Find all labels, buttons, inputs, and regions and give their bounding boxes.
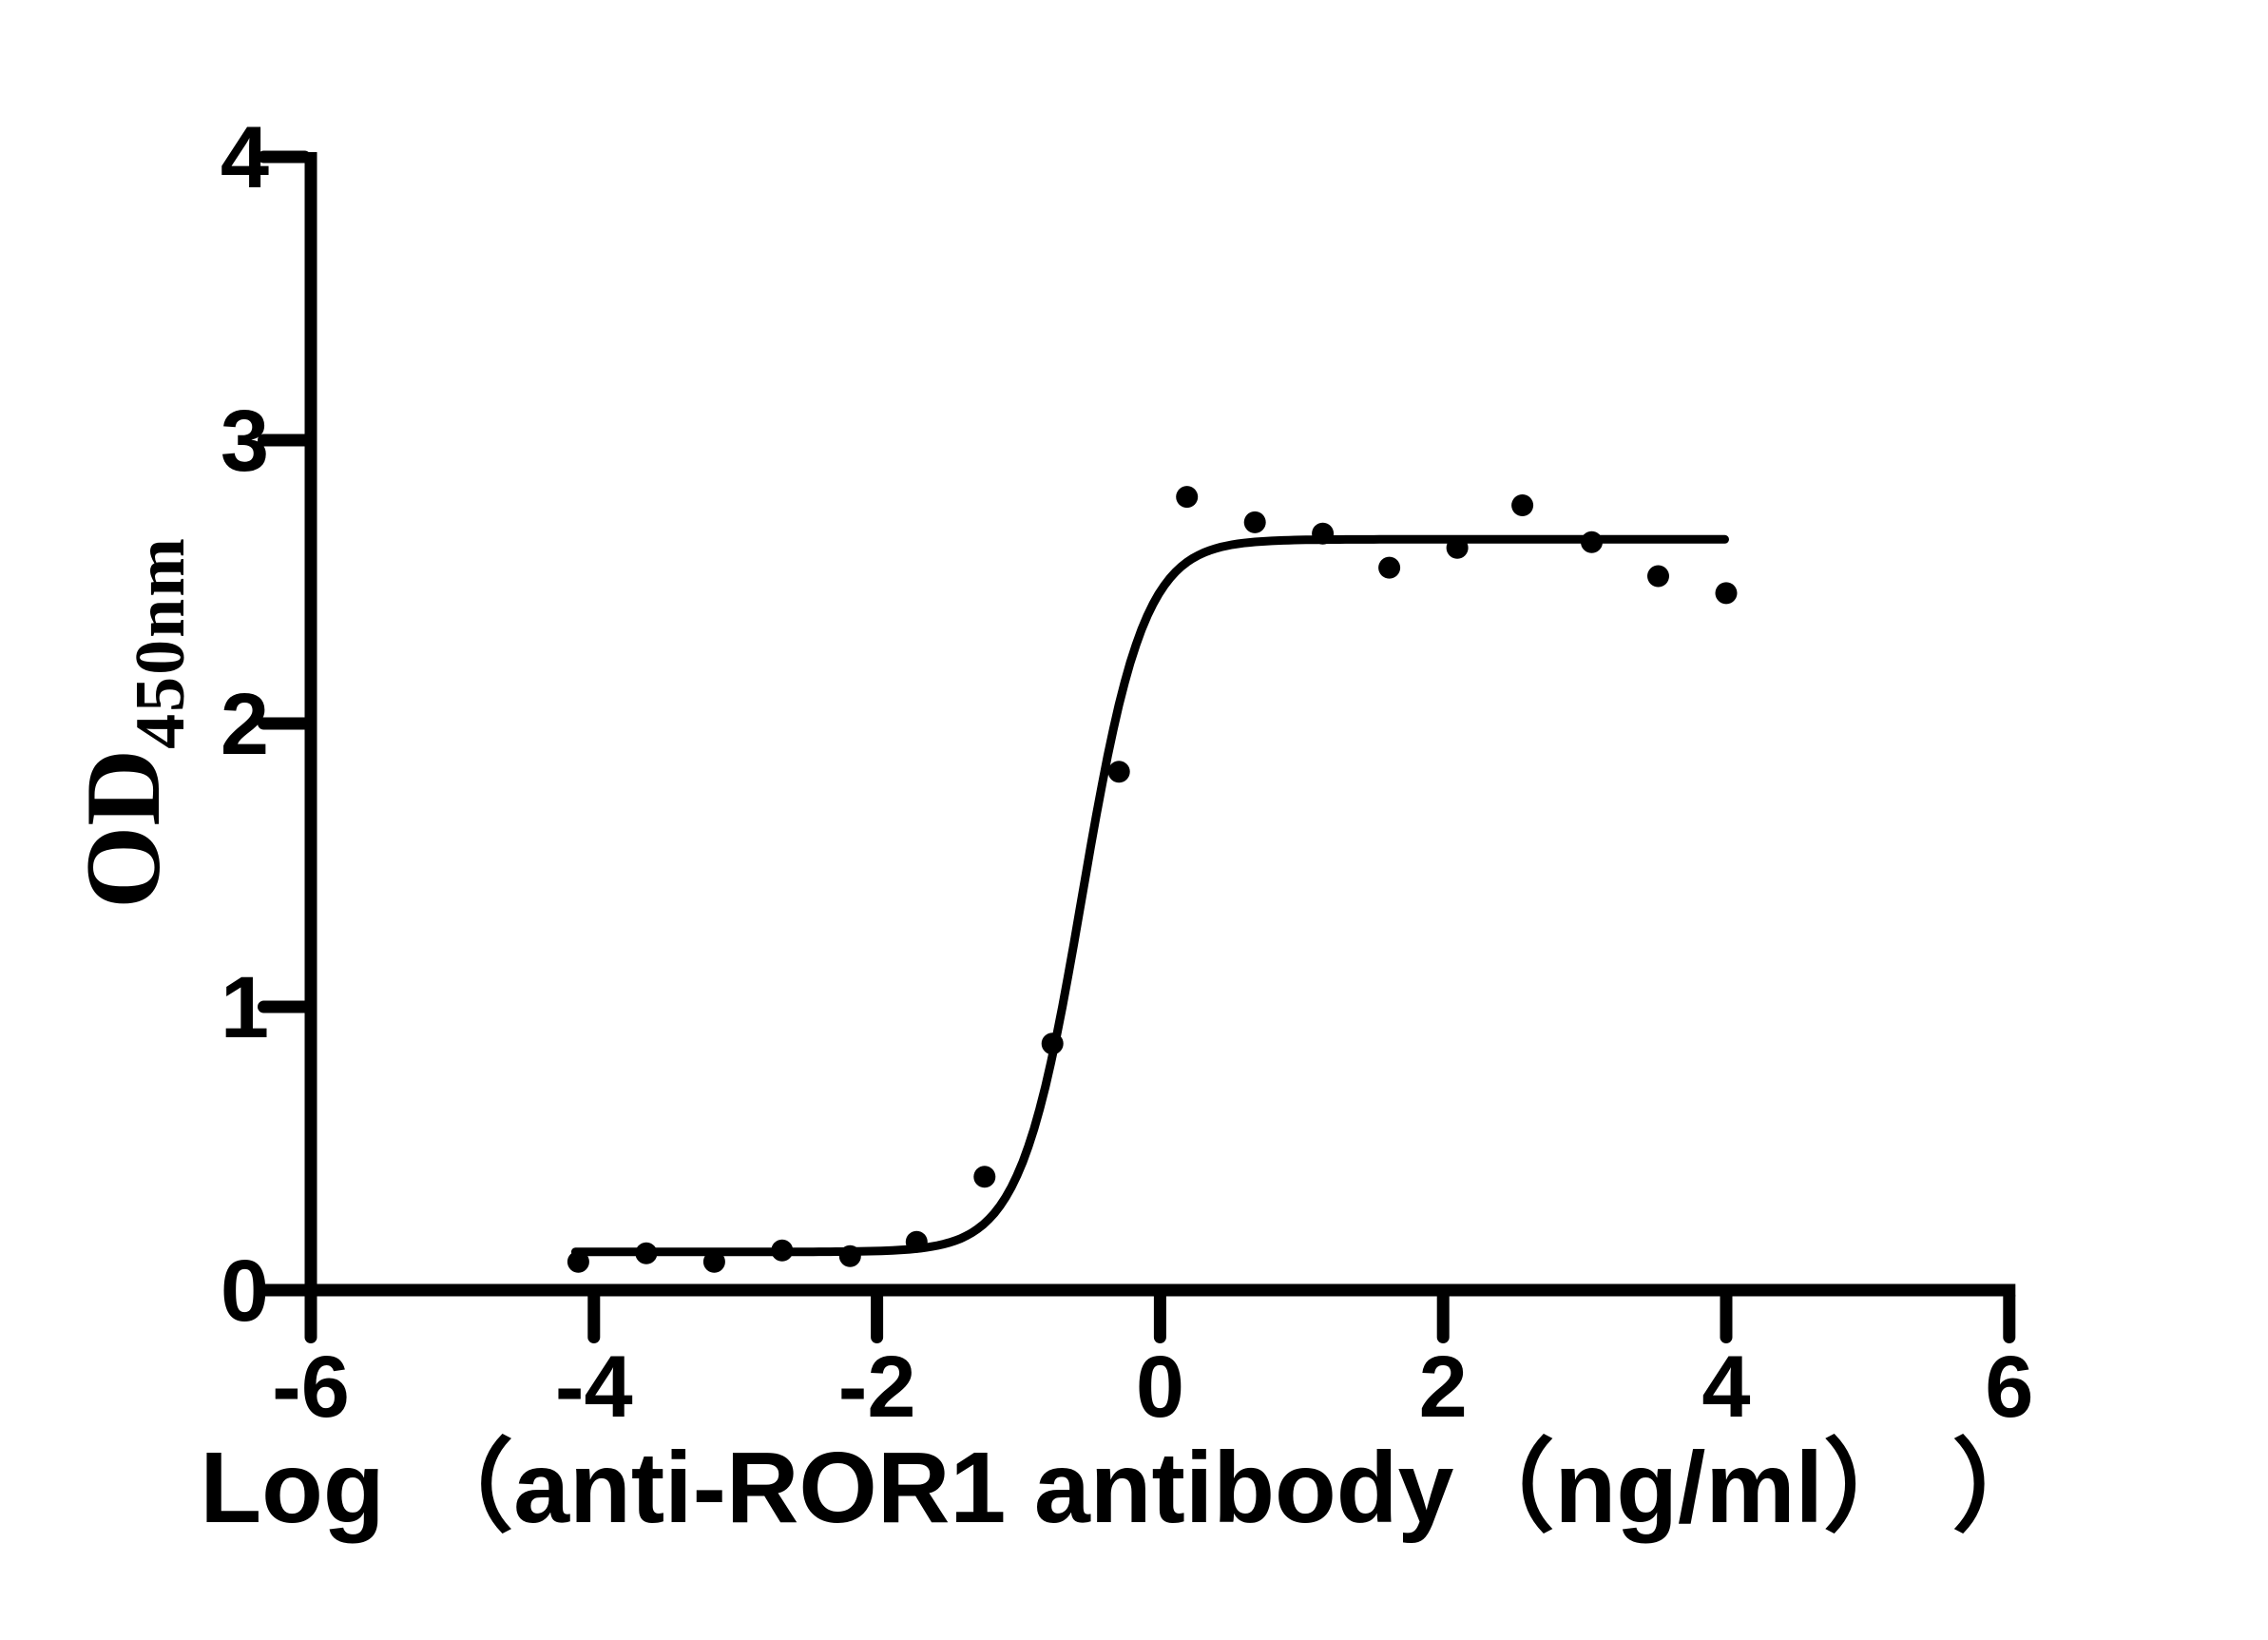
y-axis-label: OD450nm: [65, 536, 200, 909]
x-tick-label: 6: [1985, 1339, 2033, 1436]
y-axis-label-subscript: 450nm: [122, 536, 200, 749]
y-tick-label: 0: [221, 1243, 269, 1340]
data-point: [838, 1244, 861, 1267]
x-tick-label: -6: [272, 1339, 350, 1436]
data-point: [973, 1166, 996, 1188]
data-point: [1581, 531, 1603, 553]
data-point: [1041, 1032, 1064, 1055]
data-point: [905, 1230, 928, 1253]
y-tick-label: 4: [221, 109, 269, 206]
data-point: [702, 1250, 725, 1273]
fit-curve: [570, 534, 1729, 1257]
y-tick-label: 2: [221, 676, 269, 773]
y-tick-label: 1: [221, 959, 269, 1056]
data-point: [635, 1242, 658, 1264]
x-tick-label: 4: [1701, 1339, 1750, 1436]
data-point: [1378, 556, 1401, 579]
x-tick-label: 0: [1136, 1339, 1184, 1436]
data-point: [1176, 486, 1199, 509]
data-point: [1511, 494, 1534, 516]
x-axis-label: Log （anti-ROR1 antibody（ng/ml） ）: [200, 1432, 2053, 1544]
data-point: [1312, 522, 1335, 545]
data-point: [771, 1239, 794, 1262]
data-point: [1647, 565, 1669, 588]
x-tick-label: -2: [838, 1339, 916, 1436]
data-point: [1107, 761, 1130, 783]
data-point: [1446, 536, 1469, 559]
x-tick-label: 2: [1419, 1339, 1468, 1436]
y-tick-label: 3: [221, 393, 269, 490]
y-axis-label-main: OD: [65, 748, 183, 909]
data-point: [567, 1250, 589, 1273]
data-point: [1715, 582, 1738, 605]
x-tick-label: -4: [555, 1339, 633, 1436]
data-point: [1243, 511, 1266, 533]
